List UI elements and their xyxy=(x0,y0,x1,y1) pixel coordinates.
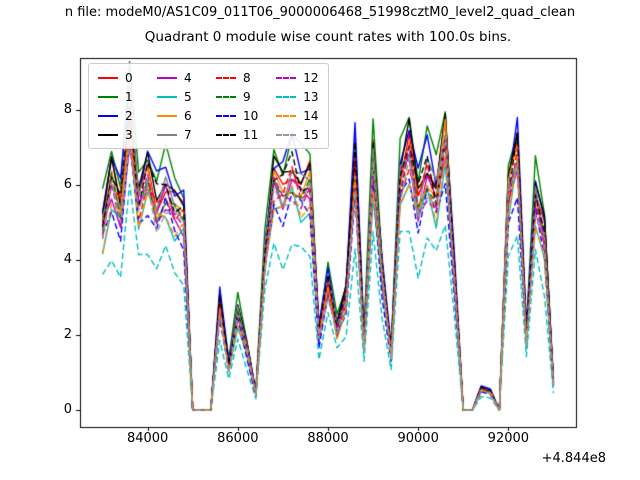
y-tick-label-2: 2 xyxy=(63,327,72,343)
legend-label-13: 13 xyxy=(303,89,319,104)
legend-label-1: 1 xyxy=(125,89,133,104)
legend-item-0: 0 xyxy=(98,71,139,85)
legend-item-9: 9 xyxy=(216,90,258,104)
y-tick-label-8: 8 xyxy=(63,102,72,118)
legend-item-5: 5 xyxy=(157,90,198,104)
legend-item-12: 12 xyxy=(276,70,319,85)
legend-line-sample-11 xyxy=(216,133,236,136)
legend-line-sample-5 xyxy=(157,95,177,98)
x-tick-label-90000: 90000 xyxy=(397,431,439,446)
x-tick-label-86000: 86000 xyxy=(217,431,259,446)
legend-line-sample-8 xyxy=(216,76,236,79)
legend-line-sample-14 xyxy=(276,114,297,117)
x-tick-label-84000: 84000 xyxy=(126,431,169,446)
legend-label-11: 11 xyxy=(243,127,259,142)
y-tick-label-6: 6 xyxy=(63,177,72,193)
legend-item-8: 8 xyxy=(216,71,258,85)
legend-label-6: 6 xyxy=(184,108,192,123)
legend-label-0: 0 xyxy=(125,70,133,85)
legend: 0 1 2 3 4 5 6 7 8 9 10 11 12 13 14 15 xyxy=(88,63,329,149)
legend-line-sample-3 xyxy=(98,133,118,136)
legend-label-2: 2 xyxy=(125,108,133,123)
legend-label-14: 14 xyxy=(303,108,319,123)
legend-label-4: 4 xyxy=(184,70,192,85)
legend-line-sample-9 xyxy=(216,95,236,98)
legend-item-2: 2 xyxy=(98,109,139,123)
y-tick-label-0: 0 xyxy=(63,402,72,418)
legend-line-sample-12 xyxy=(276,76,297,79)
legend-line-sample-6 xyxy=(157,114,177,117)
x-tick-label-92000: 92000 xyxy=(487,431,530,446)
legend-line-sample-2 xyxy=(98,114,118,117)
legend-line-sample-13 xyxy=(276,95,297,98)
legend-label-15: 15 xyxy=(303,127,319,142)
legend-line-sample-0 xyxy=(98,76,118,79)
legend-item-14: 14 xyxy=(276,108,319,123)
legend-item-7: 7 xyxy=(157,128,198,142)
legend-line-sample-1 xyxy=(98,95,118,98)
legend-label-7: 7 xyxy=(184,127,192,142)
x-tick-label-88000: 88000 xyxy=(307,431,349,446)
legend-line-sample-15 xyxy=(276,133,297,136)
legend-item-3: 3 xyxy=(98,128,139,142)
legend-label-10: 10 xyxy=(243,108,259,123)
legend-label-12: 12 xyxy=(303,70,319,85)
legend-item-1: 1 xyxy=(98,90,139,104)
legend-label-5: 5 xyxy=(184,89,192,104)
legend-item-13: 13 xyxy=(276,89,319,104)
legend-item-10: 10 xyxy=(216,109,258,123)
legend-label-9: 9 xyxy=(243,89,251,104)
legend-line-sample-4 xyxy=(157,76,177,79)
legend-label-3: 3 xyxy=(125,127,133,142)
legend-item-6: 6 xyxy=(157,109,198,123)
legend-item-15: 15 xyxy=(276,127,319,142)
legend-label-8: 8 xyxy=(243,70,251,85)
legend-line-sample-7 xyxy=(157,133,177,136)
y-tick-label-4: 4 xyxy=(63,252,72,268)
legend-line-sample-10 xyxy=(216,114,236,117)
legend-item-4: 4 xyxy=(157,71,198,85)
legend-item-11: 11 xyxy=(216,128,258,142)
x-axis-offset-label: +4.844e8 xyxy=(541,451,606,466)
